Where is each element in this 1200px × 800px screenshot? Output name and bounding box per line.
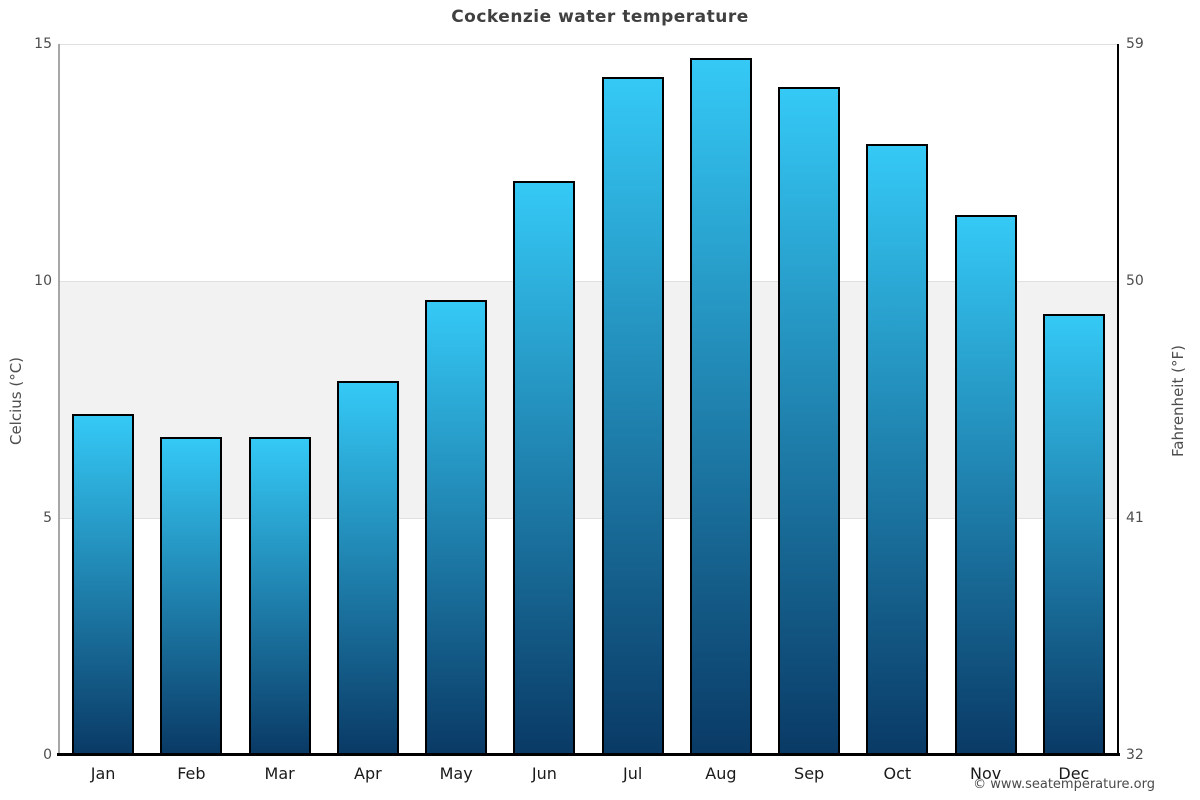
y-tick-celsius-15: 15 <box>34 36 52 52</box>
bar-aug[interactable] <box>689 58 752 755</box>
bar-jun[interactable] <box>513 181 576 755</box>
x-axis-line <box>57 753 1120 756</box>
gridline-15 <box>59 44 1118 45</box>
x-axis-label-jun: Jun <box>531 764 557 783</box>
x-axis-label-aug: Aug <box>705 764 737 783</box>
y-tick-celsius-10: 10 <box>34 273 52 289</box>
chart-title: Cockenzie water temperature <box>451 7 749 27</box>
x-axis-label-dec: Dec <box>1058 764 1090 783</box>
y-tick-celsius-5: 5 <box>43 510 52 526</box>
x-axis-label-nov: Nov <box>970 764 1002 783</box>
bar-mar[interactable] <box>248 437 311 755</box>
y-tick-fahrenheit-59: 59 <box>1126 36 1144 52</box>
bar-may[interactable] <box>425 299 488 755</box>
plot-area <box>59 44 1118 755</box>
y-tick-fahrenheit-50: 50 <box>1126 273 1144 289</box>
x-axis-label-feb: Feb <box>177 764 206 783</box>
bar-sep[interactable] <box>778 86 841 755</box>
gridline-5 <box>59 518 1118 519</box>
y-axis-right-line <box>1117 44 1119 755</box>
y-axis-left-title-text: Celcius (°C) <box>7 356 25 446</box>
attribution-text: © www.seatemperature.org <box>973 777 1155 792</box>
x-axis-label-jan: Jan <box>90 764 116 783</box>
y-tick-fahrenheit-41: 41 <box>1126 510 1144 526</box>
x-axis-label-may: May <box>439 764 473 783</box>
y-axis-left-line <box>58 44 60 755</box>
bar-jan[interactable] <box>72 413 135 755</box>
bar-nov[interactable] <box>954 214 1017 755</box>
bar-apr[interactable] <box>336 380 399 755</box>
bar-oct[interactable] <box>866 143 929 755</box>
bar-jul[interactable] <box>601 77 664 755</box>
y-axis-right-title-text: Fahrenheit (°F) <box>1169 345 1187 457</box>
bar-feb[interactable] <box>160 437 223 755</box>
x-axis-label-jul: Jul <box>622 764 643 783</box>
x-axis-label-oct: Oct <box>883 764 912 783</box>
x-axis-label-sep: Sep <box>794 764 825 783</box>
x-axis-label-apr: Apr <box>354 764 382 783</box>
plot-band <box>59 281 1118 518</box>
gridline-10 <box>59 281 1118 282</box>
y-tick-fahrenheit-32: 32 <box>1126 747 1144 763</box>
bar-dec[interactable] <box>1042 314 1105 755</box>
y-tick-celsius-0: 0 <box>43 747 52 763</box>
x-axis-label-mar: Mar <box>264 764 295 783</box>
